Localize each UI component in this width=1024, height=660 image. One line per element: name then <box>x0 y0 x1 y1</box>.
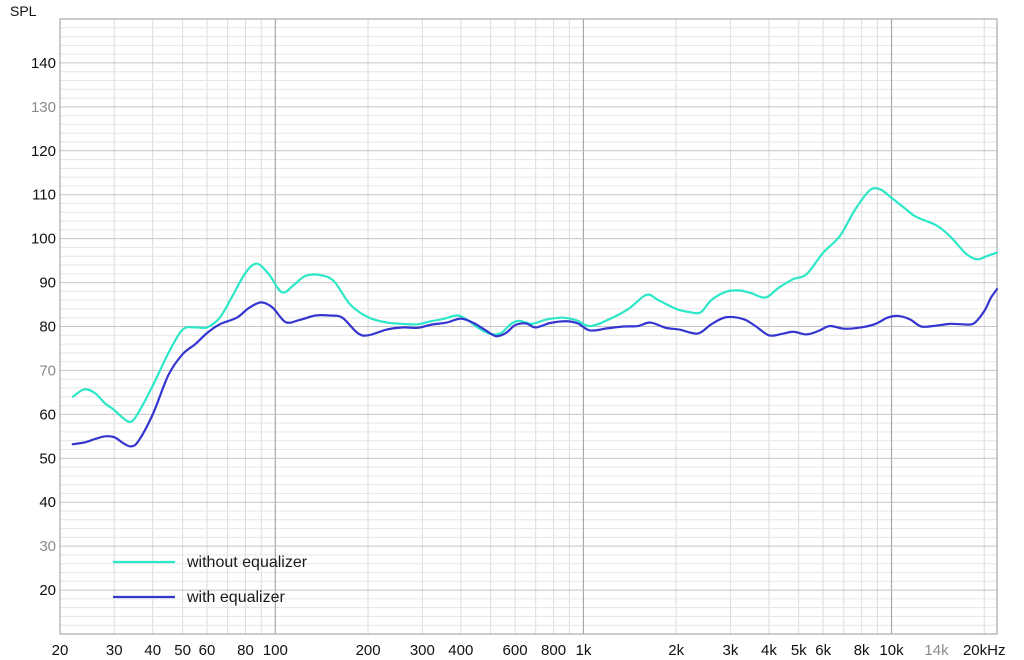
y-tick-label: 120 <box>31 143 56 160</box>
y-axis-title: SPL <box>10 3 37 19</box>
legend: without equalizer with equalizer <box>113 554 308 606</box>
x-tick-label: 40 <box>144 642 161 659</box>
x-tick-labels: 20 30 40 50 60 80 100 200 300 400 600 800 1k 2k 3k 4k 5k… <box>52 642 1006 659</box>
x-tick-label: 80 <box>237 642 254 659</box>
x-tick-label: 14k <box>924 642 949 659</box>
x-tick-label: 4k <box>761 642 777 659</box>
legend-label: without equalizer <box>186 554 308 571</box>
major-grid <box>60 18 997 635</box>
y-tick-label: 50 <box>39 450 56 467</box>
x-tick-label: 30 <box>106 642 123 659</box>
x-tick-label: 5k <box>791 642 807 659</box>
y-tick-label: 70 <box>39 362 56 379</box>
x-tick-label: 2k <box>668 642 684 659</box>
x-tick-label: 20 <box>52 642 69 659</box>
x-tick-label: 600 <box>503 642 528 659</box>
series-line-with-equalizer <box>71 288 999 448</box>
x-tick-label: 300 <box>410 642 435 659</box>
y-tick-label: 100 <box>31 231 56 248</box>
y-tick-label: 140 <box>31 55 56 72</box>
x-tick-label: 100 <box>263 642 288 659</box>
x-tick-label: 60 <box>199 642 216 659</box>
y-tick-label: 30 <box>39 538 56 555</box>
x-tick-label: 6k <box>815 642 831 659</box>
y-tick-label: 20 <box>39 582 56 599</box>
x-tick-label: 3k <box>722 642 738 659</box>
x-tick-label: 1k <box>576 642 592 659</box>
x-tick-label: 20kHz <box>963 642 1006 659</box>
y-tick-label: 80 <box>39 319 56 336</box>
x-tick-label: 50 <box>174 642 191 659</box>
legend-label: with equalizer <box>186 589 286 606</box>
y-tick-labels: 20 30 40 50 60 70 80 90 100 110 120 130 140 <box>31 55 56 599</box>
series-layer <box>71 187 999 448</box>
y-tick-label: 60 <box>39 406 56 423</box>
x-tick-label: 800 <box>541 642 566 659</box>
plot-frame <box>59 18 998 635</box>
y-tick-label: 90 <box>39 275 56 292</box>
series-line-without-equalizer <box>71 187 999 424</box>
y-tick-label: 110 <box>32 187 56 204</box>
x-tick-label: 400 <box>448 642 473 659</box>
x-tick-label: 200 <box>356 642 381 659</box>
y-tick-label: 130 <box>31 99 56 116</box>
x-tick-label: 10k <box>879 642 904 659</box>
x-tick-label: 8k <box>854 642 870 659</box>
y-tick-label: 40 <box>39 494 56 511</box>
